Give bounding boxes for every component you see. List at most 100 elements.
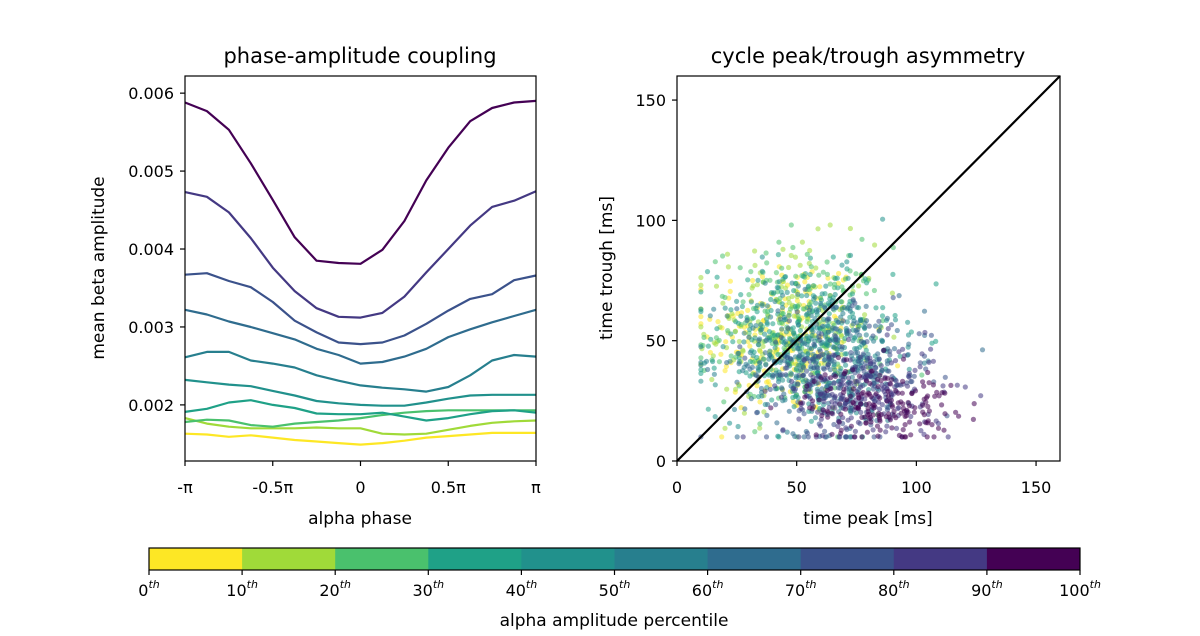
scatter-point [786, 408, 792, 414]
scatter-point [750, 315, 757, 321]
colorbar-tick-label: 0th [138, 578, 160, 600]
scatter-points [698, 216, 986, 440]
scatter-point [768, 307, 774, 314]
scatter-point [906, 370, 912, 376]
scatter-point [902, 422, 908, 428]
pac-xtick-label: -π [177, 478, 193, 497]
scatter-point [788, 356, 794, 362]
scatter-point [766, 356, 772, 362]
scatter-point [819, 386, 825, 392]
scatter-point [724, 313, 730, 319]
asymmetry-ytick-label: 50 [646, 332, 666, 351]
scatter-point [906, 341, 912, 347]
scatter-point [840, 318, 847, 324]
scatter-point [921, 360, 928, 366]
scatter-point [817, 348, 823, 354]
scatter-point [830, 352, 836, 358]
colorbar-cell [242, 548, 336, 570]
scatter-point [923, 399, 929, 405]
scatter-point [830, 344, 836, 350]
scatter-point [895, 390, 901, 396]
scatter-point [724, 360, 730, 366]
scatter-point [768, 296, 774, 303]
scatter-point [777, 320, 783, 326]
scatter-point [748, 269, 754, 275]
scatter-point [884, 361, 891, 367]
colorbar-tick-label: 40th [506, 578, 538, 600]
scatter-point [863, 291, 870, 297]
scatter-point [740, 299, 746, 305]
colorbar-cell [521, 548, 615, 570]
scatter-point [747, 343, 753, 349]
scatter-point [824, 323, 831, 329]
scatter-point [752, 335, 758, 341]
scatter-point [818, 423, 824, 429]
scatter-point [790, 398, 796, 404]
pac-series-line [184, 431, 536, 446]
scatter-point [953, 409, 959, 415]
scatter-point [905, 352, 911, 358]
scatter-point [827, 338, 833, 344]
colorbar-tick-label: 60th [692, 578, 724, 600]
scatter-point [912, 388, 919, 394]
colorbar-tick-suffix: th [991, 578, 1002, 591]
scatter-point [886, 368, 892, 374]
scatter-point [764, 412, 770, 418]
scatter-point [932, 393, 938, 399]
scatter-point [794, 309, 800, 315]
pac-ytick-label: 0.004 [128, 240, 174, 259]
scatter-point [876, 356, 882, 362]
scatter-point [820, 407, 826, 413]
colorbar-tick-suffix: th [712, 578, 723, 591]
scatter-point [863, 347, 869, 353]
scatter-point [746, 334, 752, 340]
scatter-point [833, 337, 839, 343]
scatter-point [888, 322, 895, 328]
scatter-point [850, 386, 857, 392]
scatter-point [780, 246, 786, 252]
pac-ytick-label: 0.005 [128, 162, 174, 181]
scatter-point [779, 301, 785, 307]
scatter-point [905, 332, 912, 338]
scatter-point [900, 427, 906, 433]
scatter-point [793, 273, 799, 279]
scatter-point [962, 384, 968, 390]
pac-series-line [184, 378, 536, 407]
scatter-point [786, 264, 792, 271]
scatter-point [890, 271, 896, 277]
scatter-point [838, 314, 844, 320]
scatter-point [815, 365, 821, 371]
scatter-point [811, 378, 817, 384]
scatter-point [723, 363, 730, 369]
scatter-point [872, 242, 878, 248]
scatter-point [819, 291, 825, 297]
colorbar-tick-label: 80th [878, 578, 910, 600]
scatter-point [816, 353, 822, 360]
scatter-point [748, 396, 754, 402]
scatter-point [810, 283, 817, 289]
scatter-point [763, 250, 769, 256]
scatter-point [791, 288, 797, 294]
scatter-point [895, 363, 901, 369]
colorbar-tick-label: 100th [1059, 578, 1101, 600]
pac-xtick-label: 0 [355, 478, 365, 497]
scatter-point [759, 326, 765, 332]
scatter-point [795, 291, 801, 297]
scatter-point [739, 303, 746, 310]
scatter-point [823, 283, 829, 289]
scatter-point [754, 410, 760, 416]
scatter-point [745, 277, 751, 283]
scatter-point [875, 433, 881, 439]
scatter-point [908, 379, 914, 385]
scatter-point [821, 357, 828, 363]
colorbar-tick-suffix: th [340, 578, 351, 591]
scatter-point [894, 327, 900, 334]
pac-title: phase-amplitude coupling [223, 44, 496, 68]
colorbar-tick-value: 60 [692, 581, 712, 600]
scatter-point [924, 434, 930, 440]
scatter-point [790, 244, 796, 251]
scatter-point [804, 430, 811, 436]
scatter-point [758, 321, 764, 328]
scatter-point [835, 423, 841, 429]
scatter-point [892, 358, 899, 364]
